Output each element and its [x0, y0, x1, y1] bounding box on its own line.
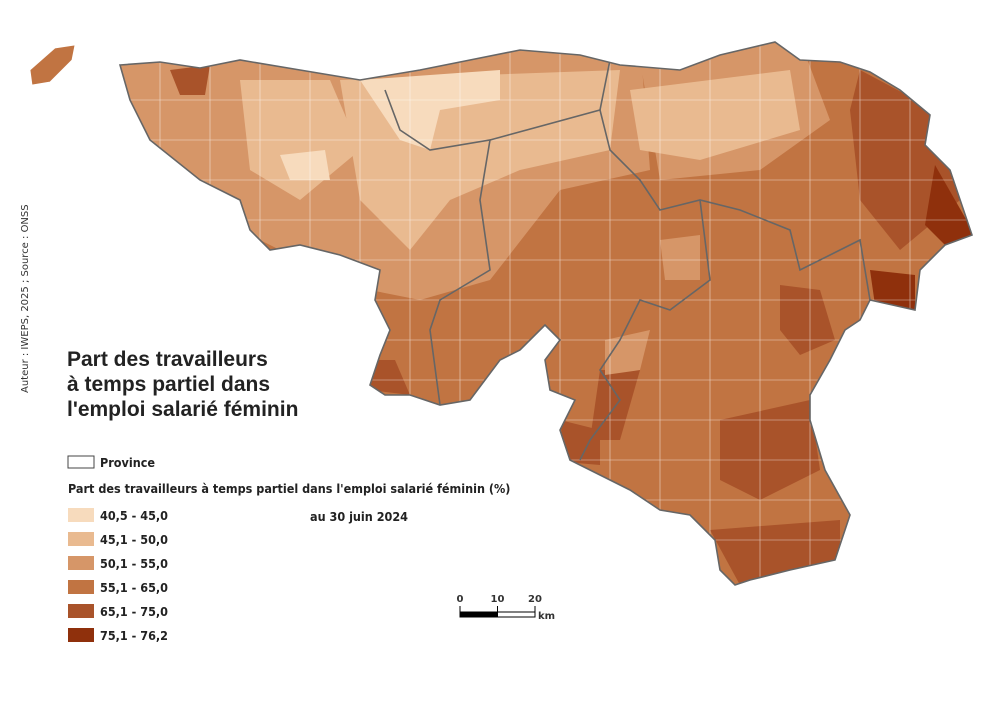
legend-swatch — [68, 628, 94, 642]
map-region — [560, 420, 600, 465]
title-line: à temps partiel dans — [67, 373, 270, 396]
legend-label: 40,5 - 45,0 — [100, 508, 168, 523]
legend-classes: 40,5 - 45,0 45,1 - 50,0 50,1 - 55,0 55,1 - … — [68, 508, 168, 643]
map — [29, 41, 973, 586]
map-region — [29, 44, 76, 86]
legend-label: 75,1 - 76,2 — [100, 628, 168, 643]
map-region — [660, 235, 700, 280]
legend-label: 45,1 - 50,0 — [100, 532, 168, 547]
legend-label: 55,1 - 65,0 — [100, 580, 168, 595]
legend-label: 50,1 - 55,0 — [100, 556, 168, 571]
map-region — [780, 285, 835, 355]
legend-swatch — [68, 604, 94, 618]
scale-label: 0 — [457, 594, 464, 605]
scale-label: 20 — [528, 594, 542, 605]
scale-segment — [497, 611, 536, 618]
map-region — [925, 165, 972, 245]
scale-segment — [459, 611, 498, 618]
scale-bar: 0 10 20 km — [457, 594, 556, 622]
legend-swatch — [68, 580, 94, 594]
title-line: Part des travailleurs — [67, 348, 268, 371]
province-borders — [384, 59, 871, 461]
map-region — [720, 400, 820, 500]
map-regions — [120, 42, 972, 585]
scale-unit: km — [538, 611, 555, 622]
map-region — [170, 65, 210, 95]
scale-label: 10 — [491, 594, 505, 605]
map-region — [630, 70, 800, 160]
legend-swatch — [68, 556, 94, 570]
legend-swatch — [68, 508, 94, 522]
map-region — [360, 70, 500, 150]
legend-title: Part des travailleurs à temps partiel da… — [68, 481, 510, 496]
title-line: l'emploi salarié féminin — [67, 398, 298, 421]
legend-province: Province — [100, 455, 155, 470]
legend-label: 65,1 - 75,0 — [100, 604, 168, 619]
legend-date: au 30 juin 2024 — [310, 509, 408, 524]
legend-swatch — [68, 532, 94, 546]
province-swatch — [67, 455, 95, 469]
map-region — [280, 150, 330, 180]
map-region — [605, 330, 650, 375]
credit: Auteur : IWEPS, 2025 ; Source : ONSS — [20, 204, 31, 393]
